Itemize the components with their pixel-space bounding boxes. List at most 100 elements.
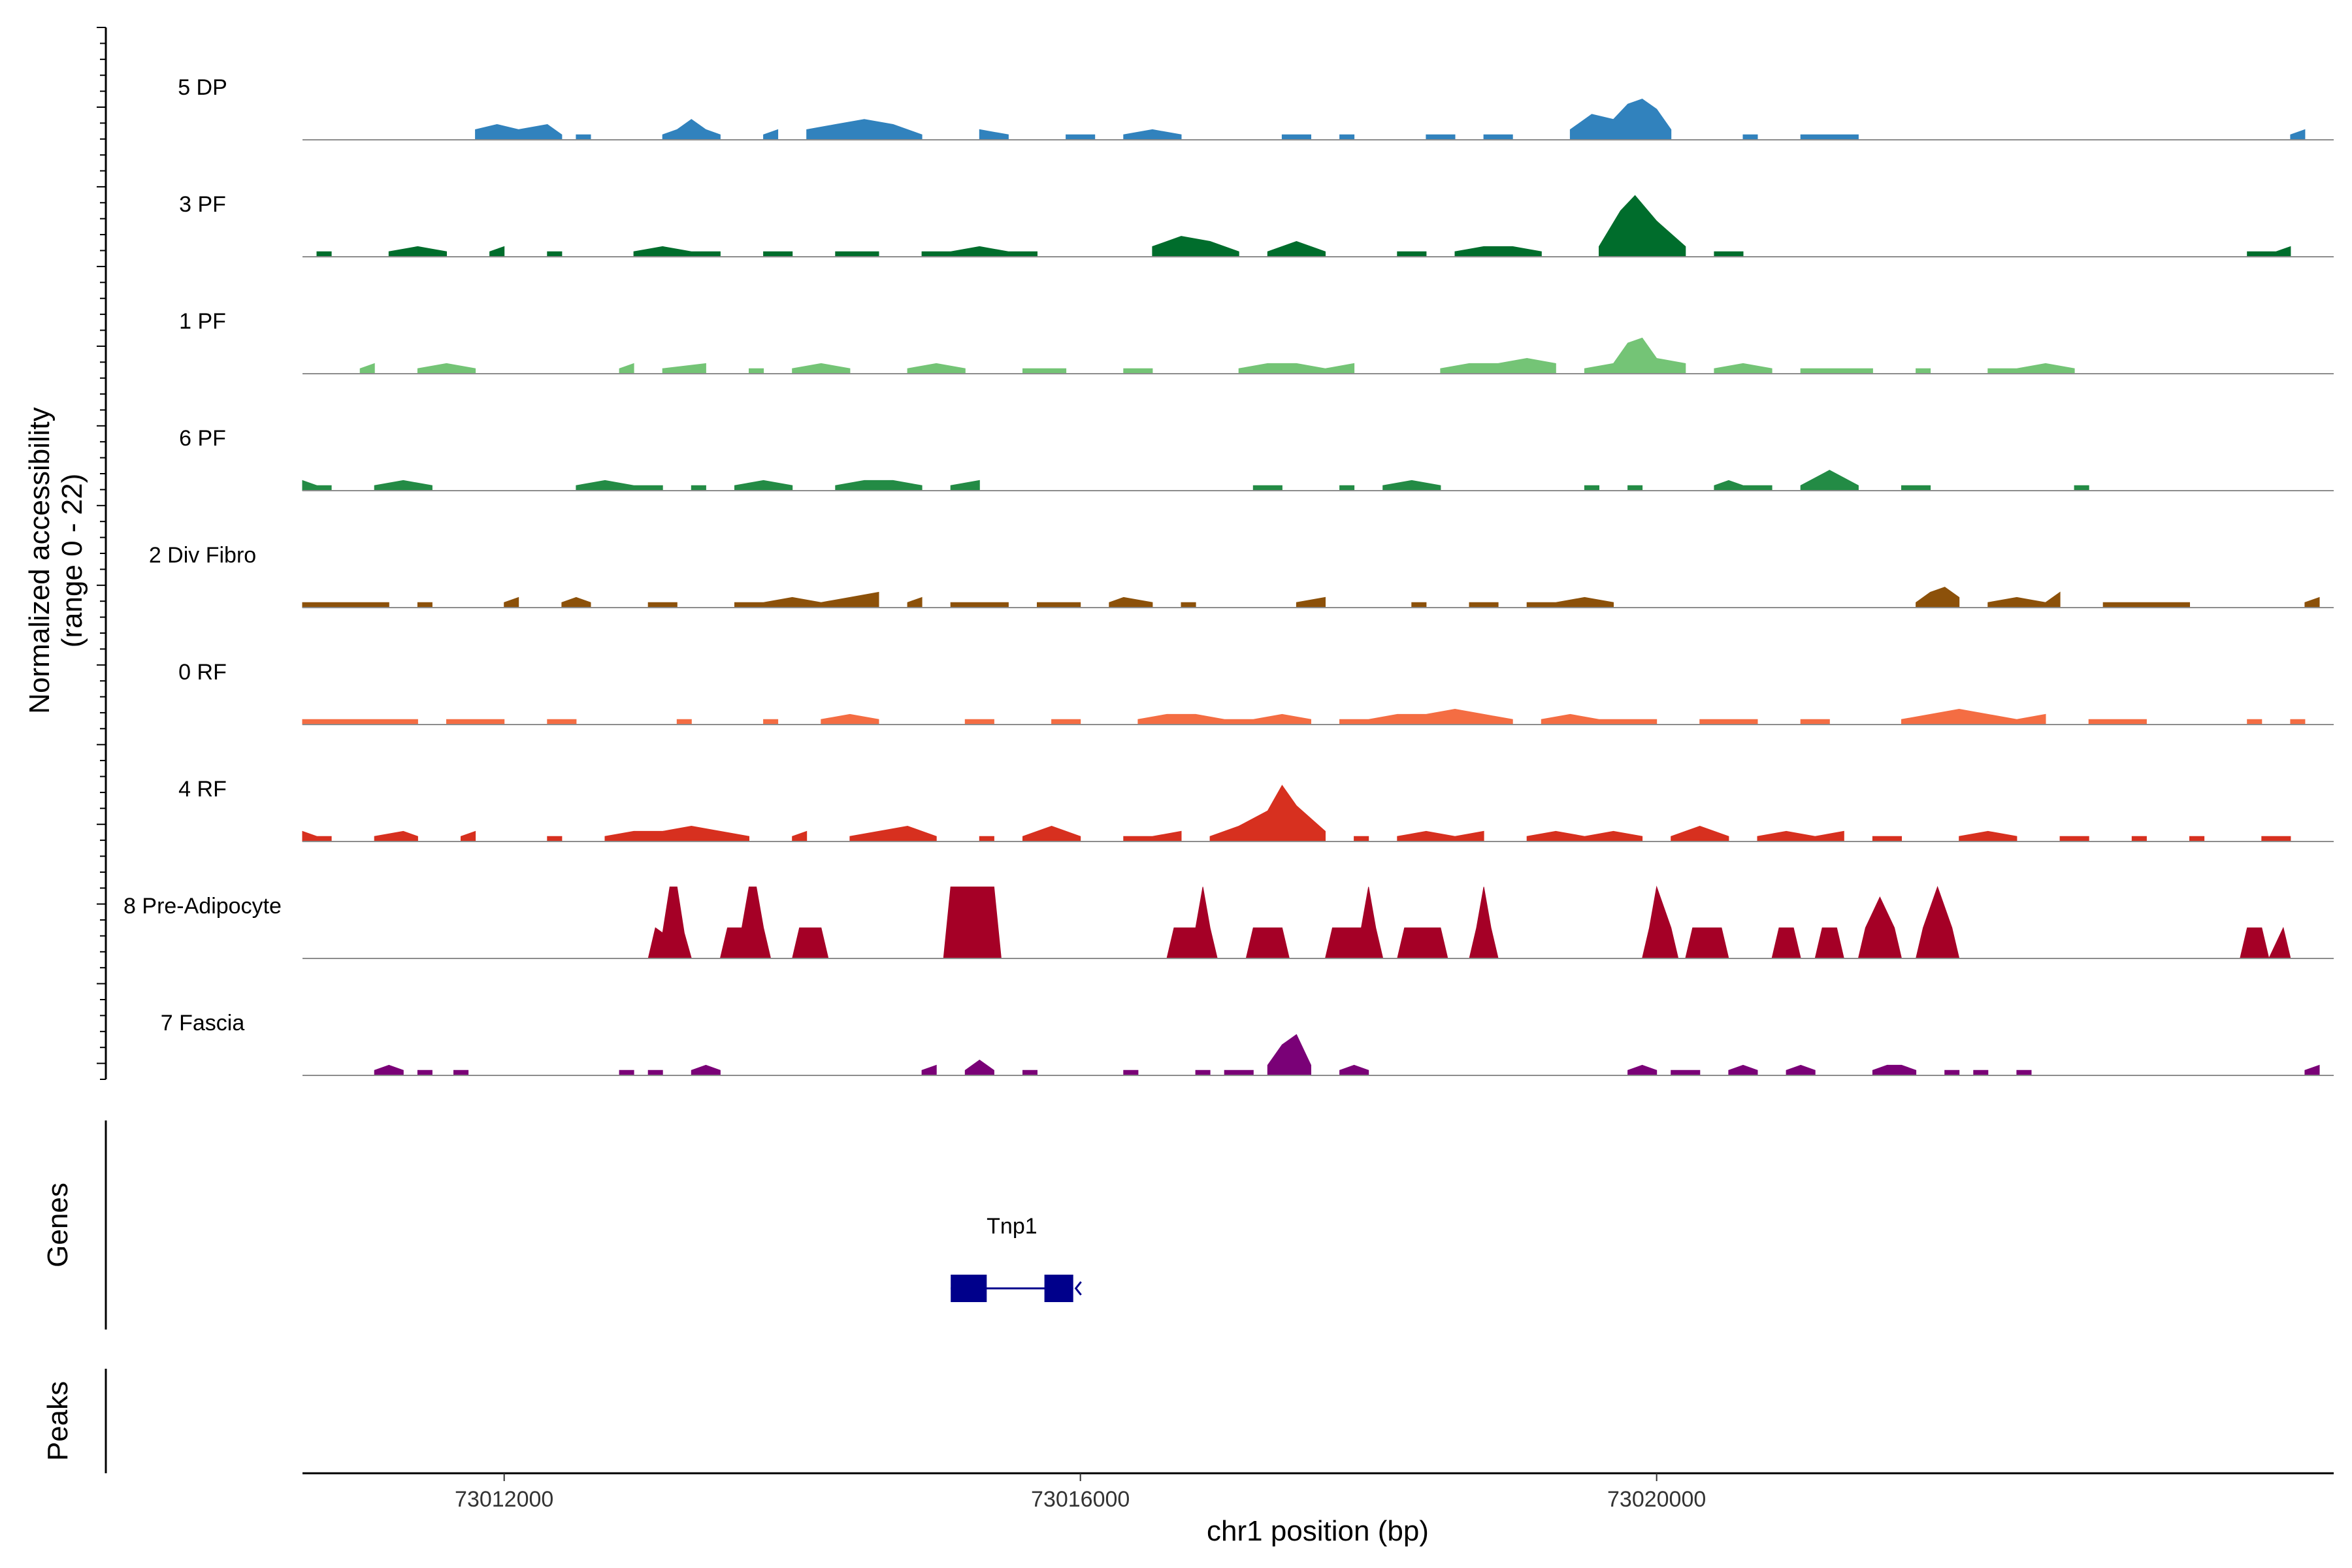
coverage-area — [1800, 719, 1830, 725]
x-tick-label: 73020000 — [1607, 1487, 1706, 1512]
coverage-area — [1426, 134, 1456, 140]
coverage-area — [2059, 836, 2089, 842]
track-label: 1 PF — [179, 309, 226, 334]
coverage-area — [1685, 927, 1729, 959]
track-2-div-fibro: 2 Div Fibro — [149, 543, 2334, 608]
coverage-area — [1209, 785, 1326, 842]
coverage-area — [417, 1070, 433, 1076]
peaks-panel-label: Peaks — [42, 1381, 74, 1461]
coverage-area — [547, 719, 577, 725]
coverage-area — [1569, 98, 1672, 140]
coverage-area — [1137, 713, 1311, 725]
coverage-area — [964, 719, 994, 725]
coverage-area — [1339, 485, 1355, 491]
coverage-area — [576, 134, 591, 140]
coverage-area — [749, 368, 764, 374]
coverage-area — [1901, 485, 1931, 491]
coverage-area — [1123, 1070, 1139, 1076]
coverage-area — [2088, 719, 2147, 725]
coverage-area — [316, 251, 332, 257]
coverage-area — [1742, 134, 1758, 140]
coverage-area — [647, 602, 678, 608]
track-1-pf: 1 PF — [179, 309, 2334, 374]
coverage-area — [1411, 602, 1427, 608]
coverage-area — [806, 119, 923, 140]
coverage-area — [1584, 337, 1686, 374]
track-4-rf: 4 RF — [178, 777, 2334, 842]
coverage-area — [921, 246, 1037, 257]
track-8-pre-adipocyte: 8 Pre-Adipocyte — [123, 885, 2334, 960]
coverage-area — [676, 719, 692, 725]
coverage-area — [1699, 719, 1758, 725]
y-axis-title-line2: (range 0 - 22) — [56, 474, 88, 648]
track-7-fascia: 7 Fascia — [161, 1011, 2334, 1076]
coverage-area — [1872, 836, 1902, 842]
gene-exon — [1044, 1275, 1073, 1302]
coverage-area — [446, 719, 505, 725]
coverage-area — [1973, 1070, 1989, 1076]
gene-exon — [951, 1275, 987, 1302]
coverage-area — [1671, 1070, 1701, 1076]
coverage-area — [1800, 134, 1859, 140]
coverage-area — [1397, 251, 1427, 257]
coverage-area — [1252, 485, 1282, 491]
coverage-area — [835, 251, 879, 257]
coverage-area — [1022, 1070, 1037, 1076]
gene-name-label: Tnp1 — [987, 1214, 1037, 1239]
track-label: 0 RF — [178, 660, 227, 685]
coverage-area — [1584, 485, 1599, 491]
y-axis-title-group: Normalized accessibility (range 0 - 22) — [24, 407, 88, 713]
coverage-area — [1440, 357, 1556, 374]
track-label: 2 Div Fibro — [149, 543, 256, 568]
coverage-area — [1238, 363, 1355, 374]
coverage-area — [950, 602, 1009, 608]
coverage-area — [604, 825, 749, 842]
coverage-area — [719, 887, 772, 959]
coverage-area — [417, 602, 433, 608]
coverage-area — [302, 602, 389, 608]
coverage-area — [1195, 1070, 1211, 1076]
coverage-area — [453, 1070, 469, 1076]
track-label: 7 Fascia — [161, 1011, 245, 1036]
track-label: 3 PF — [179, 192, 226, 217]
coverage-area — [1245, 927, 1290, 959]
coverage-area — [1944, 1070, 1960, 1076]
coverage-area — [763, 719, 779, 725]
coverage-area — [1354, 836, 1369, 842]
coverage-area — [619, 1070, 634, 1076]
coverage-area — [1916, 368, 1931, 374]
coverage-area — [763, 251, 793, 257]
coverage-area — [647, 1070, 663, 1076]
coverage-area — [475, 123, 563, 140]
coverage-area — [1281, 134, 1311, 140]
track-6-pf: 6 PF — [179, 426, 2334, 491]
coverage-area — [1123, 368, 1153, 374]
track-label: 6 PF — [179, 426, 226, 451]
coverage-area — [2261, 836, 2291, 842]
coverage-area — [691, 485, 706, 491]
coverage-area — [302, 719, 418, 725]
coverage-area — [662, 119, 721, 140]
coverage-area — [1469, 602, 1499, 608]
gene-tnp1: Tnp1 — [951, 1214, 1082, 1302]
genes-panel-label: Genes — [42, 1183, 74, 1267]
coverage-area — [1483, 134, 1513, 140]
coverage-area — [1800, 368, 1873, 374]
coverage-area — [1627, 485, 1643, 491]
coverage-tracks: 5 DP 3 PF 1 PF 6 PF 2 Div Fibro 0 RF 4 RF 8 Pre… — [123, 75, 2334, 1076]
coverage-area — [1397, 927, 1448, 959]
coverage-area — [1224, 1070, 1254, 1076]
track-label: 5 DP — [178, 75, 227, 100]
coverage-area — [1051, 719, 1081, 725]
coverage-area — [2290, 719, 2306, 725]
coverage-area — [1181, 602, 1196, 608]
coverage-area — [1541, 713, 1658, 725]
coverage-area — [1526, 830, 1643, 842]
x-axis-title: chr1 position (bp) — [1207, 1515, 1429, 1547]
track-5-dp: 5 DP — [178, 75, 2334, 140]
track-label: 8 Pre-Adipocyte — [123, 894, 282, 919]
coverage-area — [2016, 1070, 2032, 1076]
track-0-rf: 0 RF — [178, 660, 2334, 725]
